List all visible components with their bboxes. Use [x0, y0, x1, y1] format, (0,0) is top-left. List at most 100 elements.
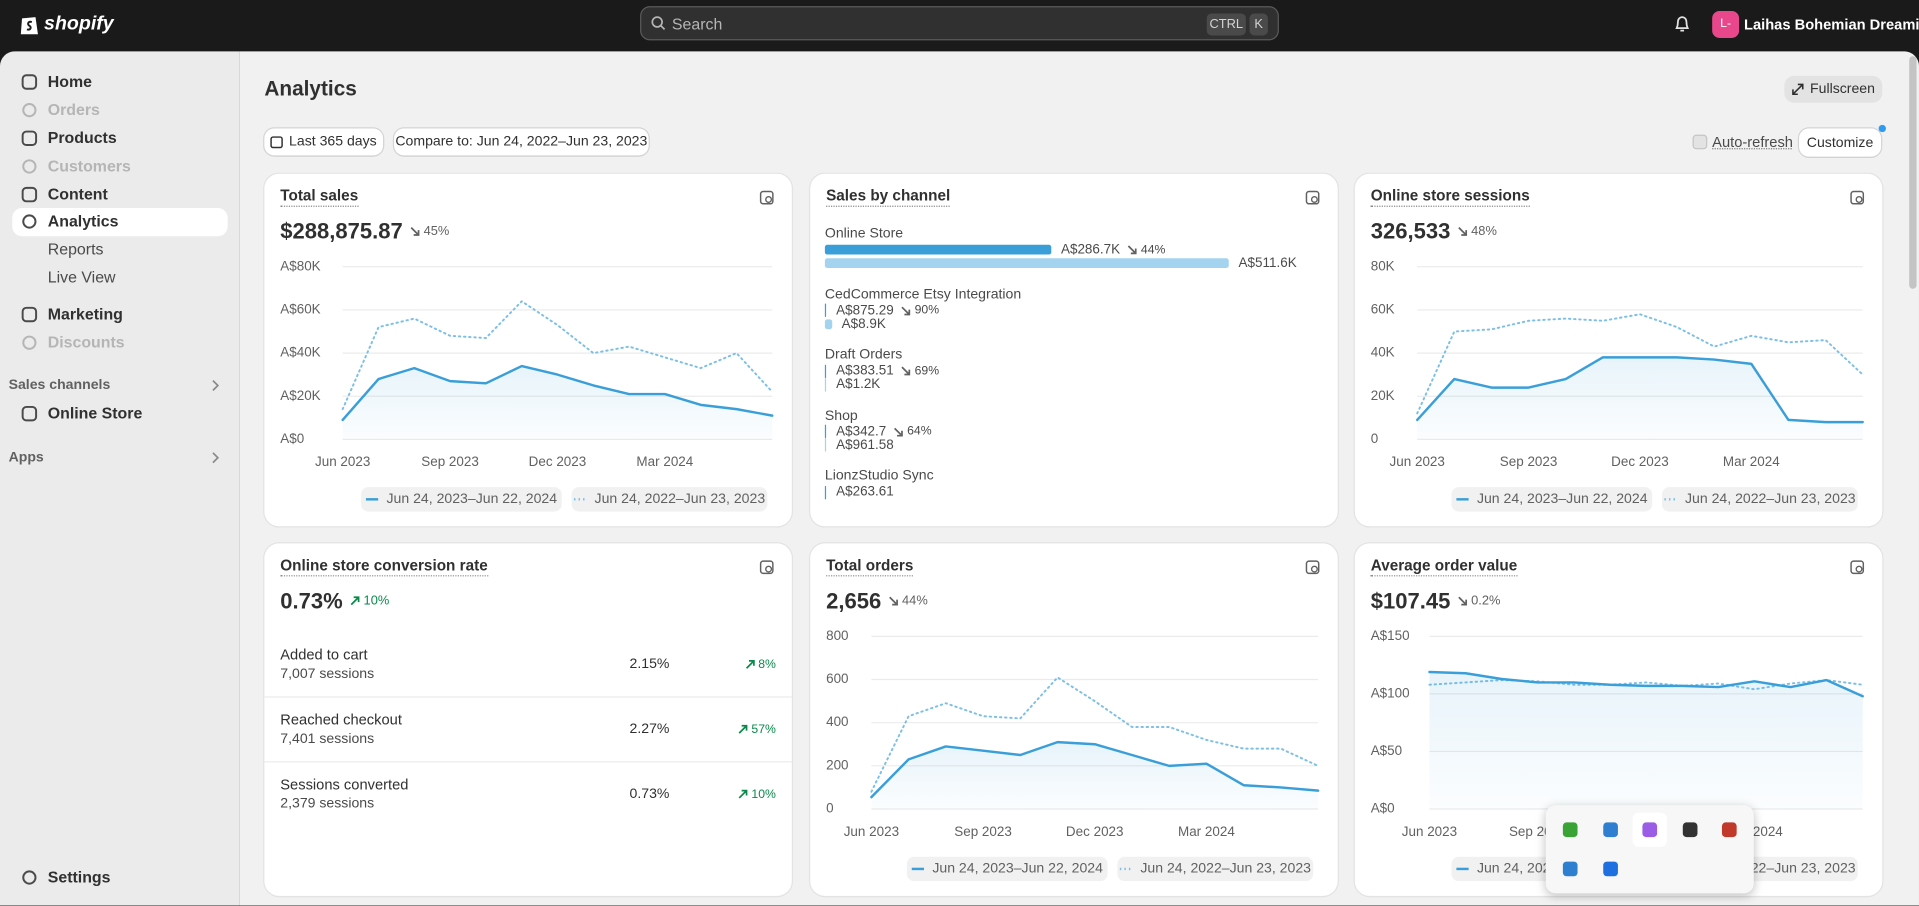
series-line [1415, 356, 1864, 424]
legend-label: Jun 24, 2022–Jun 23, 2023 [594, 491, 766, 507]
card [264, 543, 792, 896]
legend-label: Jun 24, 2022–Jun 23, 2023 [1140, 861, 1311, 877]
series-line [341, 364, 774, 422]
nav-item[interactable]: Products [47, 128, 117, 147]
card-title[interactable]: Online store conversion rate [280, 557, 488, 577]
nav-icon-shape [21, 130, 38, 147]
x-tick-label: Dec 2023 [1611, 454, 1669, 469]
funnel-rate: 2.15% [629, 657, 670, 672]
funnel-change-text: 10% [751, 787, 776, 802]
customize-button[interactable]: Customize [1799, 128, 1882, 157]
channel-bar [824, 364, 827, 378]
x-tick-label: Dec 2023 [1066, 824, 1124, 839]
card-title[interactable]: Total orders [826, 557, 914, 577]
x-tick-label: Jun 2023 [315, 454, 370, 469]
trend-arrow [738, 724, 748, 734]
section-title[interactable]: Sales channels [8, 378, 111, 393]
channel-bar-row: A$342.7 64% [824, 424, 1327, 439]
store-avatar[interactable]: L- [1712, 11, 1740, 38]
card-title[interactable]: Average order value [1370, 557, 1518, 577]
y-tick-label: A$150 [1371, 628, 1410, 643]
channel-value-label: A$961.58 [836, 437, 894, 453]
trend-arrow [901, 366, 911, 376]
tray-icon[interactable] [1721, 822, 1737, 838]
nav-item[interactable]: Content [47, 184, 108, 204]
store-name[interactable]: Laihas Bohemian Dreami... [1743, 15, 1919, 34]
legend-item[interactable]: Jun 24, 2023–Jun 22, 2024 [1451, 487, 1653, 512]
tray-icon[interactable] [1682, 822, 1698, 838]
section-title[interactable]: Apps [8, 450, 44, 466]
nav-item[interactable]: Online Store [47, 403, 143, 423]
section-chevron-shape [212, 452, 220, 464]
card-summary: 2,656 44% [826, 587, 1193, 614]
auto-refresh-checkbox[interactable] [1692, 134, 1708, 150]
channel-change: 44% [1140, 242, 1166, 257]
channel-change: 64% [907, 424, 932, 439]
card-value: 0.73% [280, 588, 343, 613]
legend-label: Jun 24, 2023–Jun 22, 2024 [932, 861, 1103, 877]
search-box[interactable] [640, 6, 1279, 41]
section-chevron [212, 380, 220, 392]
nav-item: Discounts [47, 332, 125, 352]
nav-item[interactable]: Live View [47, 268, 116, 287]
auto-refresh-label[interactable]: Auto-refresh [1712, 133, 1793, 151]
legend-item[interactable]: Jun 24, 2022–Jun 23, 2023 [1661, 487, 1858, 512]
channel-bar [824, 438, 827, 452]
tray-icon[interactable] [1603, 861, 1618, 877]
card-summary: $288,875.87 45% [280, 218, 647, 245]
date-range-button[interactable]: Last 365 days [264, 128, 384, 156]
nav-item[interactable]: Home [47, 72, 92, 91]
card-change: 10% [363, 593, 390, 609]
tray-icon[interactable] [1562, 822, 1578, 838]
card-summary: $107.45 0.2% [1371, 587, 1738, 614]
x-tick-label: Sep 2023 [1500, 454, 1558, 469]
nav-icon-shape [22, 335, 37, 350]
funnel-label: Sessions converted [280, 775, 409, 794]
x-tick-label: Jun 2023 [1402, 824, 1457, 839]
legend-item[interactable]: Jun 24, 2023–Jun 22, 2024 [906, 856, 1108, 882]
trend-arrow [889, 596, 898, 606]
card-title[interactable]: Sales by channel [826, 187, 951, 207]
y-tick-label: 40K [1371, 345, 1395, 360]
tray-icon[interactable] [1562, 861, 1578, 877]
series-area [342, 366, 773, 440]
tray-icon[interactable] [1642, 822, 1658, 838]
y-tick-label: 20K [1371, 388, 1395, 403]
trend-arrow-path [1458, 227, 1468, 236]
card-action-shape [1305, 560, 1320, 575]
trend-arrow-path [738, 724, 748, 734]
legend-swatch [365, 498, 378, 501]
legend-item[interactable]: Jun 24, 2022–Jun 23, 2023 [1117, 856, 1314, 882]
logo-text: shopify [44, 13, 114, 35]
nav-item[interactable]: Reports [47, 239, 104, 259]
nav-item[interactable]: Settings [47, 867, 111, 887]
card-action-icon [1305, 560, 1320, 575]
trend-arrow-path [901, 366, 911, 376]
card-action-lens [1855, 195, 1863, 203]
row-divider [264, 761, 792, 763]
trend-arrow-path [1458, 596, 1468, 606]
legend-item[interactable]: Jun 24, 2023–Jun 22, 2024 [361, 487, 562, 512]
card-value: 326,533 [1370, 218, 1451, 243]
nav-item[interactable]: Analytics [47, 211, 119, 231]
channel-value-label: A$342.7 [836, 424, 887, 439]
search-icon-l [660, 25, 666, 30]
y-tick-label: A$100 [1371, 685, 1410, 700]
tray-icon[interactable] [1603, 822, 1618, 838]
funnel-change: 57% [680, 721, 776, 738]
nav-item[interactable]: Marketing [47, 304, 123, 324]
card-title[interactable]: Online store sessions [1370, 187, 1530, 207]
series-line [1416, 313, 1864, 415]
legend-item[interactable]: Jun 24, 2022–Jun 23, 2023 [571, 487, 768, 512]
y-tick-label: 0 [1371, 431, 1378, 446]
card-action-lens [1855, 565, 1863, 573]
nav-icon-shape [22, 870, 37, 885]
channel-bar-row: A$286.7K 44% [824, 242, 1327, 257]
card-title[interactable]: Total sales [280, 187, 359, 207]
card-action-lens [1310, 195, 1318, 203]
fullscreen-button[interactable]: Fullscreen [1784, 75, 1883, 103]
compare-button[interactable]: Compare to: Jun 24, 2022–Jun 23, 2023 [394, 128, 649, 156]
y-tick-label: 0 [826, 801, 833, 816]
legend-swatch [1456, 498, 1469, 501]
